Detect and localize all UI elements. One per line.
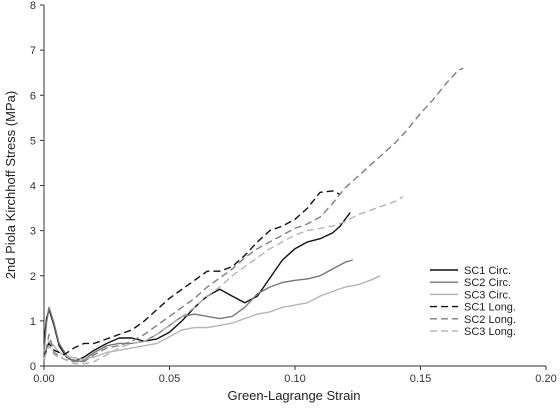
- series-line-sc1-circ: [43, 212, 351, 363]
- series-line-sc3-circ: [43, 275, 381, 360]
- legend-entry: SC3 Long.: [464, 326, 516, 338]
- x-ticks: 0.00 0.05 0.10 0.15 0.20: [33, 366, 557, 385]
- x-tick-label: 0.00: [33, 373, 54, 385]
- legend: SC1 Circ.SC2 Circ.SC3 Circ.SC1 Long.SC2 …: [430, 265, 516, 338]
- y-tick-label: 3: [30, 226, 36, 238]
- x-axis-label: Green-Lagrange Strain: [228, 388, 361, 403]
- y-tick-label: 6: [30, 90, 36, 102]
- y-tick-label: 8: [30, 0, 36, 12]
- legend-entry: SC3 Circ.: [464, 289, 511, 301]
- y-axis-label: 2nd Piola Kirchhoff Stress (MPa): [3, 91, 18, 279]
- series-line-sc2-long: [43, 67, 464, 363]
- x-tick-label: 0.20: [535, 373, 556, 385]
- series-lines: [43, 67, 464, 365]
- series-line-sc2-circ: [43, 259, 353, 363]
- y-tick-label: 2: [30, 271, 36, 283]
- x-tick-label: 0.10: [284, 373, 305, 385]
- y-ticks: 0 1 2 3 4 5 6 7 8: [30, 0, 44, 373]
- y-tick-label: 0: [30, 361, 36, 373]
- y-tick-label: 5: [30, 135, 36, 147]
- y-tick-label: 4: [30, 181, 36, 193]
- x-tick-label: 0.15: [410, 373, 431, 385]
- legend-entry: SC2 Long.: [464, 314, 516, 326]
- x-tick-label: 0.05: [159, 373, 180, 385]
- series-line-sc1-long: [43, 190, 341, 358]
- series-line-sc3-long: [43, 196, 404, 365]
- y-tick-label: 1: [30, 316, 36, 328]
- legend-entry: SC1 Circ.: [464, 265, 511, 277]
- y-tick-label: 7: [30, 45, 36, 57]
- legend-entry: SC2 Circ.: [464, 277, 511, 289]
- legend-entry: SC1 Long.: [464, 302, 516, 314]
